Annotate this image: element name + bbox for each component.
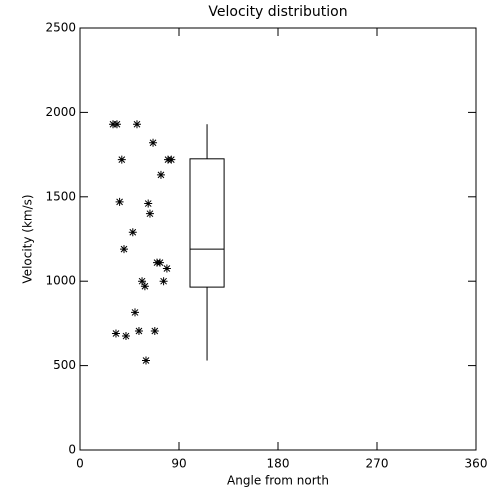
point: [167, 155, 176, 164]
point: [145, 209, 154, 218]
point: [162, 264, 171, 273]
point: [142, 356, 150, 365]
point: [111, 329, 120, 338]
point: [138, 277, 147, 286]
plot-frame: [79, 27, 477, 451]
y-tick-label: 2000: [45, 105, 76, 119]
point: [134, 326, 143, 335]
x-tick-label: 360: [465, 457, 488, 471]
x-tick-label: 0: [76, 457, 84, 471]
point: [144, 199, 153, 208]
x-tick-label: 270: [366, 457, 389, 471]
x-axis-label: Angle from north: [227, 474, 329, 488]
point: [149, 138, 158, 147]
point: [128, 228, 137, 237]
point: [131, 308, 139, 317]
point: [155, 258, 164, 267]
y-tick-label: 1500: [45, 189, 76, 203]
point: [159, 277, 168, 286]
point: [115, 197, 124, 206]
point: [120, 245, 128, 254]
y-tick-label: 1000: [45, 274, 76, 288]
x-tick-label: 180: [267, 457, 290, 471]
chart-title: Velocity distribution: [208, 4, 347, 20]
point: [140, 282, 149, 291]
x-tick-label: 90: [171, 457, 186, 471]
y-tick-label: 0: [68, 443, 76, 457]
point: [150, 326, 159, 335]
point: [121, 332, 130, 341]
point: [132, 120, 141, 129]
y-tick-label: 2500: [45, 21, 76, 35]
point: [156, 170, 165, 179]
y-axis-label: Velocity (km/s): [21, 194, 35, 283]
point: [117, 155, 126, 164]
y-tick-label: 500: [53, 358, 76, 372]
point: [112, 120, 121, 129]
box: [189, 158, 225, 288]
